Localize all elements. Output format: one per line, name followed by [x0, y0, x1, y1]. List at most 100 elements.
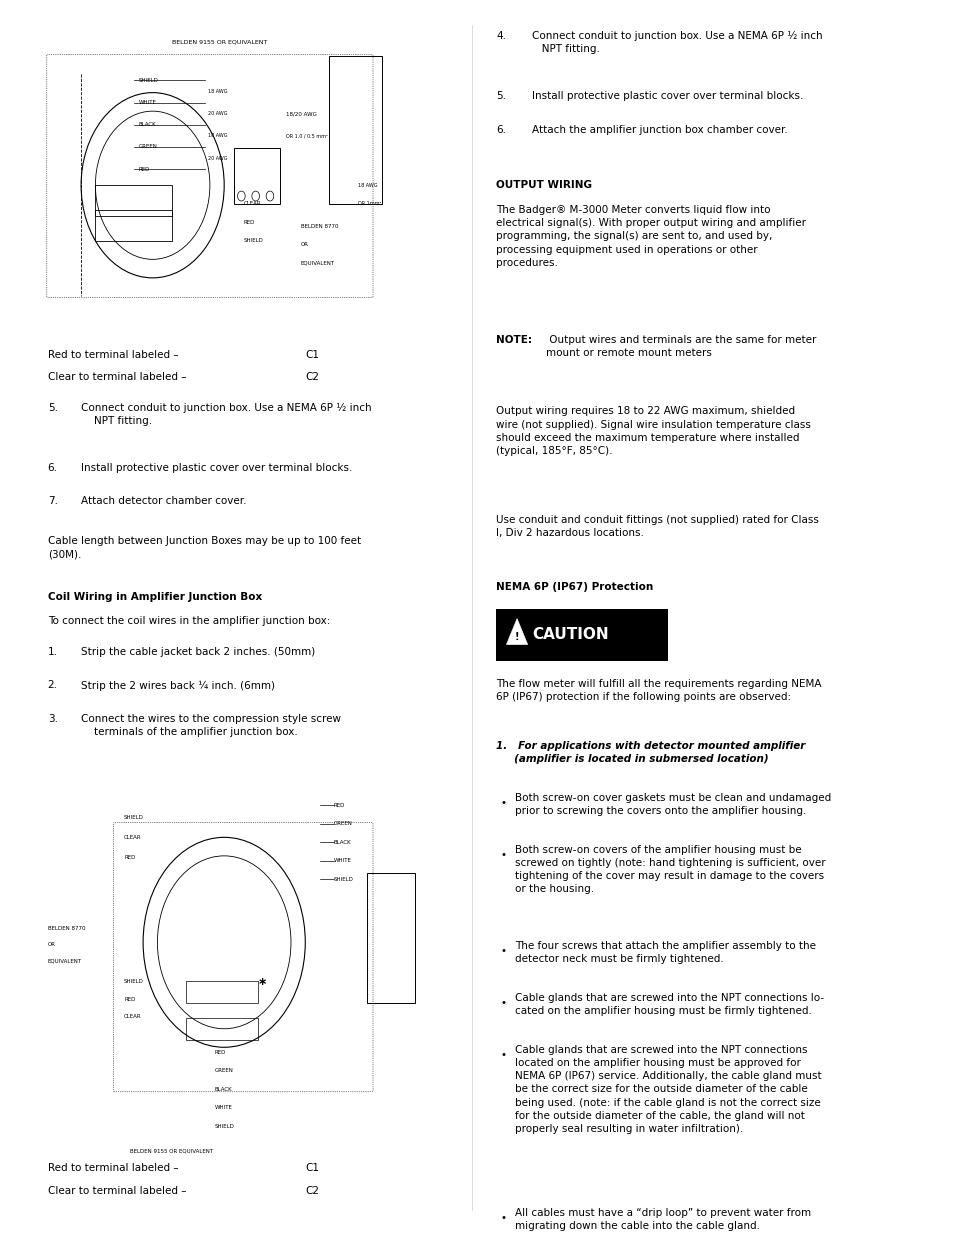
Text: BLACK: BLACK: [138, 122, 155, 127]
Text: RED: RED: [138, 167, 150, 172]
Text: Clear to terminal labeled –: Clear to terminal labeled –: [48, 1186, 186, 1195]
Text: SHIELD: SHIELD: [214, 1124, 234, 1129]
Text: 1.   For applications with detector mounted amplifier
     (amplifier is located: 1. For applications with detector mounte…: [496, 741, 804, 764]
Text: RED: RED: [243, 220, 254, 225]
Text: BELDEN 8770: BELDEN 8770: [48, 926, 85, 931]
Text: 6.: 6.: [48, 463, 57, 473]
Text: C1: C1: [305, 350, 319, 359]
Text: 4.: 4.: [496, 31, 505, 41]
Polygon shape: [506, 619, 527, 645]
Text: 7.: 7.: [48, 496, 57, 506]
Text: EQUIVALENT: EQUIVALENT: [300, 261, 335, 266]
Text: WHITE: WHITE: [138, 100, 156, 105]
Text: 5.: 5.: [48, 403, 57, 412]
Bar: [95, 210, 172, 241]
Text: The four screws that attach the amplifier assembly to the
detector neck must be : The four screws that attach the amplifie…: [515, 941, 816, 965]
Text: OR 1mm²: OR 1mm²: [357, 201, 381, 206]
Text: C2: C2: [305, 372, 319, 382]
Text: Connect conduit to junction box. Use a NEMA 6P ½ inch
   NPT fitting.: Connect conduit to junction box. Use a N…: [532, 31, 822, 54]
Text: Strip the 2 wires back ¼ inch. (6mm): Strip the 2 wires back ¼ inch. (6mm): [81, 680, 274, 690]
Text: To connect the coil wires in the amplifier junction box:: To connect the coil wires in the amplifi…: [48, 616, 330, 626]
Text: Cable glands that are screwed into the NPT connections
located on the amplifier : Cable glands that are screwed into the N…: [515, 1045, 821, 1134]
Text: 18 AWG: 18 AWG: [208, 133, 227, 138]
Bar: [95, 185, 172, 216]
Text: Both screw-on cover gaskets must be clean and undamaged
prior to screwing the co: Both screw-on cover gaskets must be clea…: [515, 793, 830, 816]
Text: EQUIVALENT: EQUIVALENT: [48, 958, 82, 963]
Text: SHIELD: SHIELD: [243, 238, 263, 243]
Text: 20 AWG: 20 AWG: [208, 111, 227, 116]
Text: Output wiring requires 18 to 22 AWG maximum, shielded
wire (not supplied). Signa: Output wiring requires 18 to 22 AWG maxi…: [496, 406, 810, 456]
Text: The Badger® M-3000 Meter converts liquid flow into
electrical signal(s). With pr: The Badger® M-3000 Meter converts liquid…: [496, 205, 805, 268]
Bar: [186, 981, 257, 1003]
Text: Use conduit and conduit fittings (not supplied) rated for Class
I, Div 2 hazardo: Use conduit and conduit fittings (not su…: [496, 515, 818, 538]
Text: Red to terminal labeled –: Red to terminal labeled –: [48, 350, 178, 359]
Text: 18/20 AWG: 18/20 AWG: [286, 111, 316, 116]
Text: SHIELD: SHIELD: [334, 877, 354, 882]
Text: •: •: [500, 850, 506, 860]
Text: BELDEN 9155 OR EQUIVALENT: BELDEN 9155 OR EQUIVALENT: [172, 40, 267, 44]
Text: 18 AWG: 18 AWG: [208, 89, 227, 94]
Text: Install protective plastic cover over terminal blocks.: Install protective plastic cover over te…: [81, 463, 352, 473]
Text: Cable length between Junction Boxes may be up to 100 feet
(30M).: Cable length between Junction Boxes may …: [48, 536, 360, 559]
Text: Attach detector chamber cover.: Attach detector chamber cover.: [81, 496, 246, 506]
Text: RED: RED: [214, 1050, 226, 1055]
Text: GREEN: GREEN: [334, 821, 353, 826]
Text: Cable glands that are screwed into the NPT connections lo-
cated on the amplifie: Cable glands that are screwed into the N…: [515, 993, 823, 1016]
Text: Attach the amplifier junction box chamber cover.: Attach the amplifier junction box chambe…: [532, 125, 787, 135]
Text: OUTPUT WIRING: OUTPUT WIRING: [496, 180, 592, 190]
Text: CLEAR: CLEAR: [124, 835, 141, 840]
Text: BLACK: BLACK: [334, 840, 351, 845]
Text: CAUTION: CAUTION: [532, 627, 608, 642]
Text: The flow meter will fulfill all the requirements regarding NEMA
6P (IP67) protec: The flow meter will fulfill all the requ…: [496, 679, 821, 703]
Text: •: •: [500, 798, 506, 808]
Text: BELDEN 9155 OR EQUIVALENT: BELDEN 9155 OR EQUIVALENT: [130, 1149, 213, 1153]
Text: Install protective plastic cover over terminal blocks.: Install protective plastic cover over te…: [532, 91, 802, 101]
Text: GREEN: GREEN: [214, 1068, 233, 1073]
Text: SHIELD: SHIELD: [124, 979, 144, 984]
Text: SHIELD: SHIELD: [138, 78, 158, 83]
Text: 5.: 5.: [496, 91, 505, 101]
Text: NEMA 6P (IP67) Protection: NEMA 6P (IP67) Protection: [496, 582, 653, 592]
Text: OR 1.0 / 0.5 mm²: OR 1.0 / 0.5 mm²: [286, 133, 328, 138]
Text: Coil Wiring in Amplifier Junction Box: Coil Wiring in Amplifier Junction Box: [48, 592, 262, 601]
Text: 1.: 1.: [48, 647, 57, 657]
Text: Connect the wires to the compression style screw
    terminals of the amplifier : Connect the wires to the compression sty…: [81, 714, 341, 737]
Text: All cables must have a “drip loop” to prevent water from
migrating down the cabl: All cables must have a “drip loop” to pr…: [515, 1208, 810, 1231]
Text: Output wires and terminals are the same for meter
mount or remote mount meters: Output wires and terminals are the same …: [545, 335, 815, 358]
Text: !: !: [515, 632, 518, 642]
Text: WHITE: WHITE: [334, 858, 352, 863]
Bar: [329, 56, 381, 204]
Text: Strip the cable jacket back 2 inches. (50mm): Strip the cable jacket back 2 inches. (5…: [81, 647, 315, 657]
Text: OR: OR: [48, 942, 55, 947]
Text: Red to terminal labeled –: Red to terminal labeled –: [48, 1163, 178, 1173]
Bar: [496, 609, 667, 661]
Text: CLEAR: CLEAR: [124, 1014, 141, 1019]
Text: •: •: [500, 1050, 506, 1060]
Text: BELDEN 8770: BELDEN 8770: [300, 224, 337, 228]
Bar: [367, 873, 415, 1003]
Text: 6.: 6.: [496, 125, 505, 135]
Bar: [186, 1018, 257, 1040]
Text: Both screw-on covers of the amplifier housing must be
screwed on tightly (note: : Both screw-on covers of the amplifier ho…: [515, 845, 825, 894]
Text: •: •: [500, 946, 506, 956]
Text: CLEAR: CLEAR: [243, 201, 260, 206]
Text: •: •: [500, 998, 506, 1008]
Text: C2: C2: [305, 1186, 319, 1195]
Text: 3.: 3.: [48, 714, 57, 724]
Bar: [233, 148, 279, 204]
Text: ∗: ∗: [257, 977, 267, 987]
Text: GREEN: GREEN: [138, 144, 157, 149]
Text: OR: OR: [300, 242, 308, 247]
Text: RED: RED: [124, 997, 135, 1002]
Text: •: •: [500, 1213, 506, 1223]
Text: WHITE: WHITE: [214, 1105, 233, 1110]
Text: BLACK: BLACK: [214, 1087, 232, 1092]
Text: 20 AWG: 20 AWG: [208, 156, 227, 161]
Text: RED: RED: [334, 803, 345, 808]
Text: 18 AWG: 18 AWG: [357, 183, 376, 188]
Text: Connect conduit to junction box. Use a NEMA 6P ½ inch
    NPT fitting.: Connect conduit to junction box. Use a N…: [81, 403, 372, 426]
Text: NOTE:: NOTE:: [496, 335, 532, 345]
Text: Clear to terminal labeled –: Clear to terminal labeled –: [48, 372, 186, 382]
Text: C1: C1: [305, 1163, 319, 1173]
Text: SHIELD: SHIELD: [124, 815, 144, 820]
